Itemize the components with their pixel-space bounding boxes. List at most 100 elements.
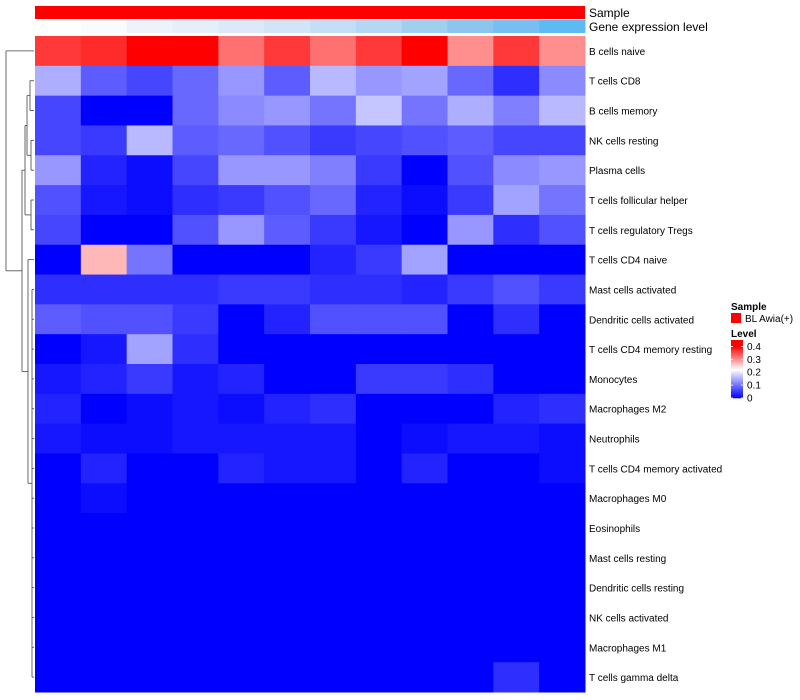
legend-gradient-step [731,358,743,361]
heatmap-cell-r16-c7 [310,483,357,514]
row-label: Neutrophils [589,435,640,446]
heatmap-cell-r12-c11 [493,364,540,395]
heatmap-cell-r15-c11 [493,453,540,484]
heatmap-cell-r15-c5 [218,453,265,484]
gene-bar-segment-5 [218,20,265,33]
row-label: T cells CD8 [589,77,641,88]
legend-gradient-step [731,380,743,383]
heatmap-cell-r8-c7 [310,244,357,276]
heatmap-cell-r14-c2 [80,423,128,454]
heatmap-cell-r7-c7 [310,214,357,246]
row-labels: B cells naive T cells CD8 B cells memory NK… [589,47,722,684]
heatmap-cell-r4-c9 [401,125,448,156]
heatmap-cell-r4-c11 [493,125,540,156]
row-label: NK cells activated [589,613,668,624]
heatmap-cell-r15-c10 [447,453,494,484]
legend-gradient-step [731,363,743,365]
heatmap-cell-r11-c9 [401,334,448,365]
heatmap-cell-r6-c2 [80,185,128,216]
heatmap-cell-r20-c3 [126,602,173,633]
row-label: Dendritic cells resting [589,584,684,595]
heatmap-cell-r2-c12 [539,65,586,97]
heatmap-cell-r14-c11 [493,423,540,454]
legend-gradient-step [731,392,743,394]
heatmap-cell-r22-c1 [35,662,82,693]
heatmap-cell-r19-c5 [218,572,265,604]
legend-gradient-step [731,384,743,387]
legend-gradient-step [731,374,743,377]
heatmap-cell-r17-c1 [35,513,82,544]
heatmap-cell-r7-c4 [172,214,219,246]
heatmap-cell-r21-c1 [35,632,82,663]
heatmap-cell-r13-c4 [172,393,219,425]
heatmap-cell-r1-c3 [126,36,173,67]
heatmap-cell-r15-c2 [80,453,128,484]
heatmap-cell-r13-c9 [401,393,448,425]
heatmap-cell-r20-c8 [355,602,403,633]
heatmap-cell-r9-c3 [126,274,173,305]
row-label: T cells follicular helper [589,196,688,207]
heatmap-cell-r22-c11 [493,662,540,693]
heatmap-cell-r15-c3 [126,453,173,484]
heatmap-cell-r21-c8 [355,632,403,663]
heatmap-cell-r4-c10 [447,125,494,156]
heatmap-cell-r16-c9 [401,483,448,514]
gene-bar-segment-10 [447,20,494,33]
heatmap-cell-r16-c5 [218,483,265,514]
legend-gradient-step [731,341,743,344]
heatmap-cell-r22-c5 [218,662,265,693]
gene-bar-segment-7 [310,20,357,33]
row-label: Mast cells resting [589,554,666,565]
heatmap-cell-r13-c5 [218,393,265,425]
heatmap-cell-r6-c8 [355,185,403,216]
heatmap-cell-r10-c11 [493,304,540,335]
heatmap-cell-r4-c7 [310,125,357,156]
sample-annotation-label: Sample [589,6,630,20]
legend-gradient-step [731,376,743,378]
legend: Sample BL Awia(+) Level 0.4 0.3 0.2 0.1 0 [731,302,793,405]
heatmap-cell-r18-c11 [493,542,540,574]
heatmap-cell-r14-c9 [401,423,448,454]
heatmap-cell-r7-c3 [126,214,173,246]
heatmap-cell-r17-c7 [310,513,357,544]
heatmap-cell-r10-c12 [539,304,586,335]
heatmap-cell-r10-c9 [401,304,448,335]
row-label: Eosinophils [589,524,640,535]
sample-bar-fill [35,6,585,19]
heatmap-cell-r8-c3 [126,244,173,276]
heatmap-cell-r7-c12 [539,214,586,246]
legend-gradient-step [731,386,743,389]
gene-bar-segment-1 [35,20,82,33]
heatmap-cell-r13-c11 [493,393,540,425]
heatmap-cell-r5-c10 [447,155,494,186]
heatmap-cell-r11-c8 [355,334,403,365]
heatmap-cell-r20-c2 [80,602,128,633]
heatmap-cell-r17-c3 [126,513,173,544]
heatmap-cell-r5-c4 [172,155,219,186]
heatmap-cell-r21-c12 [539,632,586,663]
heatmap-cell-r2-c9 [401,65,448,97]
heatmap-cell-r11-c12 [539,334,586,365]
heatmap-cell-r18-c5 [218,542,265,574]
heatmap-cell-r7-c9 [401,214,448,246]
legend-color-gradient [731,340,743,399]
heatmap-cell-r16-c12 [539,483,586,514]
heatmap-cell-r5-c8 [355,155,403,186]
gene-bar-segment-3 [126,20,173,33]
heatmap-cell-r16-c1 [35,483,82,514]
heatmap-cell-r22-c7 [310,662,357,693]
heatmap-cell-r1-c12 [539,36,586,67]
legend-gradient-step [731,364,743,367]
heatmap-cell-r16-c2 [80,483,128,514]
heatmap-cell-r18-c10 [447,542,494,574]
heatmap-cell-r3-c6 [264,95,311,126]
legend-gradient-step [731,361,743,364]
heatmap-cell-r11-c7 [310,334,357,365]
heatmap-cell-r13-c3 [126,393,173,425]
heatmap-cell-r5-c11 [493,155,540,186]
heatmap-cell-r16-c11 [493,483,540,514]
row-dendrogram [5,50,34,678]
heatmap-cell-r19-c9 [401,572,448,604]
heatmap-cell-r22-c2 [80,662,128,693]
legend-tick-label: 0.3 [747,355,761,366]
